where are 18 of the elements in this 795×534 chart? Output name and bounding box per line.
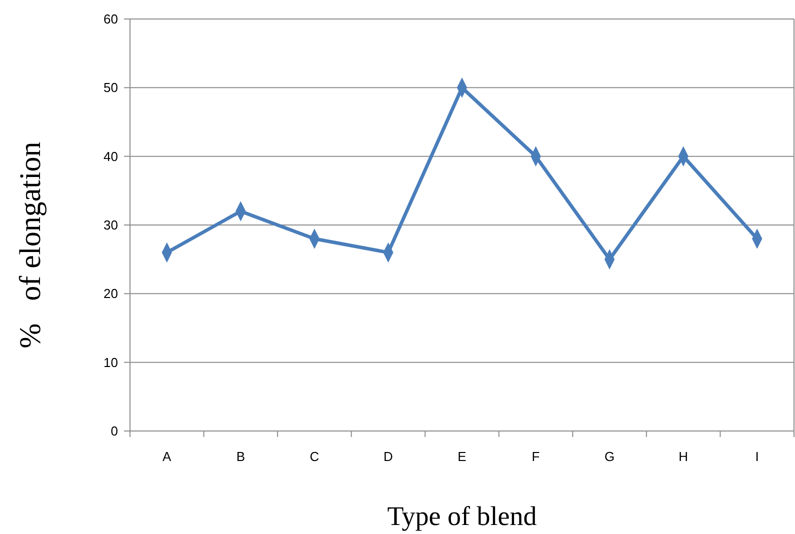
x-tick-label: E (458, 449, 467, 464)
x-tick-label: H (678, 449, 688, 464)
x-tick-label: C (310, 449, 320, 464)
y-axis-title: % of elongation (14, 142, 47, 348)
y-tick-label: 20 (104, 286, 118, 302)
x-axis-title: Type of blend (387, 501, 538, 531)
y-tick-label: 0 (110, 424, 118, 439)
y-tick-label: 30 (104, 218, 118, 233)
x-tick-label: I (755, 449, 759, 464)
x-tick-label: A (162, 449, 172, 464)
y-tick-label: 10 (104, 354, 118, 370)
y-tick-label: 60 (104, 12, 118, 27)
x-tick-label: G (604, 449, 615, 464)
x-tick-label: D (384, 449, 393, 464)
x-tick-label: F (532, 449, 540, 464)
y-tick-label: 40 (104, 148, 118, 164)
x-tick-label: B (236, 449, 246, 464)
y-tick-label: 50 (104, 80, 118, 96)
